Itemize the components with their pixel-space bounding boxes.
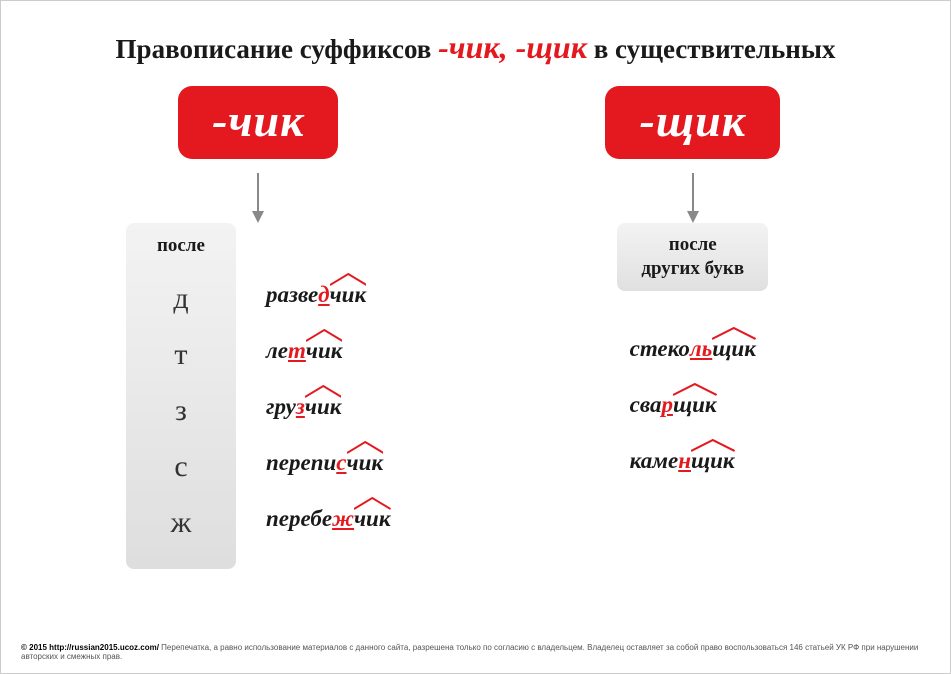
example-stekolshchik: стекольщик — [630, 321, 756, 377]
example-gruzchik: грузчик — [266, 379, 391, 435]
word-pre: перебе — [266, 506, 332, 532]
title-suffix-2: -щик — [508, 29, 587, 65]
word-pre: сва — [630, 392, 662, 418]
word-pre: каме — [630, 448, 679, 474]
arrow-down-icon — [687, 173, 699, 223]
word-pre: разве — [266, 282, 318, 308]
word-suffix: щик — [673, 392, 717, 418]
example-perebezhchik: перебежчик — [266, 491, 391, 547]
title-suffix-1: -чик, — [438, 29, 507, 65]
word-pre: перепи — [266, 450, 336, 476]
example-letchik: летчик — [266, 323, 391, 379]
col-shchik: -щик после других букв стекольщик сварщи… — [496, 86, 891, 569]
rule-box: после других букв — [617, 223, 768, 291]
word-key: д — [318, 282, 329, 308]
col-chik: -чик после д т з с ж разведчик летчик — [61, 86, 456, 569]
word-suffix: чик — [330, 282, 367, 308]
letter-t: т — [174, 327, 187, 383]
word-suffix: чик — [354, 506, 391, 532]
word-key: ж — [332, 506, 354, 532]
left-body: после д т з с ж разведчик летчик грузчик… — [61, 223, 456, 569]
word-key: з — [296, 394, 305, 420]
arrow-down-icon — [252, 173, 264, 223]
word-key: н — [678, 448, 691, 474]
word-pre: стеко — [630, 336, 690, 362]
word-pre: гру — [266, 394, 296, 420]
title-pre: Правописание суффиксов — [116, 34, 439, 64]
letter-zh: ж — [171, 495, 192, 551]
word-suffix: чик — [305, 394, 342, 420]
badge-shchik: -щик — [605, 86, 780, 159]
letters-box: после д т з с ж — [126, 223, 236, 569]
example-perepischik: переписчик — [266, 435, 391, 491]
letter-z: з — [175, 383, 187, 439]
word-pre: ле — [266, 338, 288, 364]
letter-s: с — [174, 439, 187, 495]
columns: -чик после д т з с ж разведчик летчик — [1, 66, 950, 569]
word-key: т — [288, 338, 306, 364]
letter-d: д — [173, 271, 188, 327]
examples-shchik: стекольщик сварщик каменщик — [630, 321, 756, 489]
word-key: ль — [690, 336, 712, 362]
title-post: в существительных — [587, 34, 836, 64]
after-label: после — [157, 235, 205, 257]
footer: © 2015 http://russian2015.ucoz.com/ Пере… — [21, 643, 930, 661]
word-suffix: чик — [306, 338, 343, 364]
word-suffix: щик — [691, 448, 735, 474]
examples-chik: разведчик летчик грузчик переписчик пере… — [266, 223, 391, 547]
example-razvedchik: разведчик — [266, 267, 391, 323]
example-svarshchik: сварщик — [630, 377, 717, 433]
word-key: р — [661, 392, 673, 418]
example-kamenshchik: каменщик — [630, 433, 735, 489]
rule-line-1: после — [641, 233, 744, 257]
footer-copyright: © 2015 http://russian2015.ucoz.com/ — [21, 643, 159, 652]
word-suffix: чик — [347, 450, 384, 476]
rule-line-2: других букв — [641, 257, 744, 281]
badge-chik: -чик — [178, 86, 338, 159]
word-suffix: щик — [712, 336, 756, 362]
page-title: Правописание суффиксов -чик, -щик в суще… — [1, 1, 950, 66]
word-key: с — [336, 450, 346, 476]
